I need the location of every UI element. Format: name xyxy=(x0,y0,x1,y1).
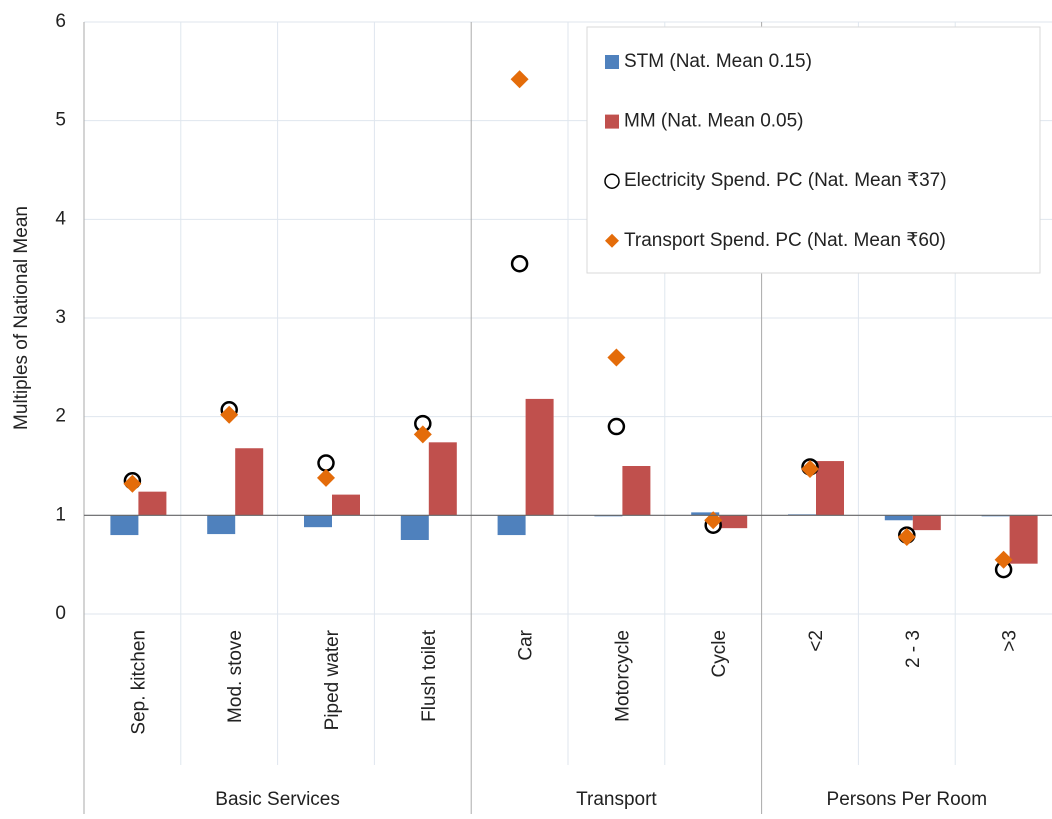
legend-swatch xyxy=(604,173,620,189)
bar xyxy=(400,515,429,540)
marker-circle xyxy=(510,254,529,273)
marker-circle xyxy=(317,454,335,472)
bar xyxy=(138,491,167,516)
legend-label: Transport Spend. PC (Nat. Mean ₹60) xyxy=(624,230,946,251)
x-tick-label: Sep. kitchen xyxy=(128,630,149,735)
bar xyxy=(719,515,748,529)
bar xyxy=(912,515,941,531)
marker-diamond xyxy=(317,468,335,487)
marker-diamond xyxy=(801,459,819,478)
bar xyxy=(110,515,139,536)
y-tick-label: 4 xyxy=(55,208,66,229)
group-label: Persons Per Room xyxy=(827,789,988,810)
legend-swatch xyxy=(605,233,619,248)
legend-label: Electricity Spend. PC (Nat. Mean ₹37) xyxy=(624,170,947,191)
marker-diamond xyxy=(607,348,626,367)
bar xyxy=(884,515,913,521)
group-label: Basic Services xyxy=(215,789,340,810)
legend-label: MM (Nat. Mean 0.05) xyxy=(624,111,804,132)
y-tick-label: 3 xyxy=(55,307,66,328)
legend-label: STM (Nat. Mean 0.15) xyxy=(624,51,812,72)
marker-diamond xyxy=(413,425,432,444)
x-tick-label: Mod. stove xyxy=(225,630,246,723)
bar xyxy=(816,461,844,516)
bar xyxy=(525,398,554,516)
bar xyxy=(691,512,720,516)
y-tick-label: 6 xyxy=(55,11,66,32)
marker-diamond xyxy=(510,70,529,89)
bar xyxy=(207,515,236,535)
bar xyxy=(497,515,526,536)
legend-swatch xyxy=(605,55,619,69)
marker-diamond xyxy=(994,550,1013,569)
x-tick-label: Cycle xyxy=(709,630,730,678)
marker-circle xyxy=(607,417,626,436)
bar xyxy=(1009,515,1038,564)
group-label: Transport xyxy=(576,789,657,810)
bar xyxy=(235,448,264,516)
x-tick-label: 2 - 3 xyxy=(903,630,924,668)
marker-diamond xyxy=(220,405,239,424)
legend-swatch xyxy=(605,114,619,129)
bar xyxy=(304,515,332,528)
x-tick-label: Flush toilet xyxy=(419,629,440,722)
y-tick-label: 0 xyxy=(55,603,66,624)
marker-diamond xyxy=(897,528,916,547)
y-tick-label: 5 xyxy=(55,110,66,131)
y-tick-label: 2 xyxy=(55,406,66,427)
bar xyxy=(622,466,651,516)
x-tick-label: Motorcycle xyxy=(612,630,633,722)
y-tick-label: 1 xyxy=(55,504,66,525)
bar xyxy=(332,494,360,516)
x-tick-label: >3 xyxy=(1000,630,1021,652)
y-axis-label: Multiples of National Mean xyxy=(11,206,32,430)
x-tick-label: Car xyxy=(516,629,537,660)
x-tick-label: Piped water xyxy=(322,629,343,730)
legend-box xyxy=(586,26,1041,274)
bar xyxy=(428,442,457,516)
marker-diamond xyxy=(123,474,142,493)
x-tick-label: <2 xyxy=(806,630,827,652)
